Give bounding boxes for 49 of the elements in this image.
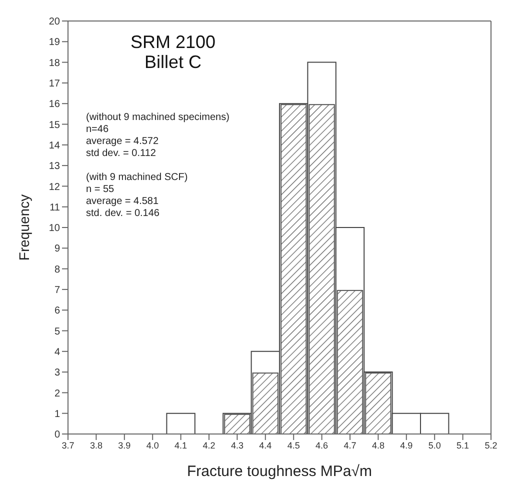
annotation: (without 9 machined specimens) [86, 112, 230, 124]
x-tick-label: 4.0 [146, 440, 159, 450]
y-tick-label: 15 [48, 120, 60, 131]
y-tick-label: 0 [54, 430, 60, 441]
x-tick-label: 4.4 [259, 440, 272, 450]
annotation: n = 55 [86, 184, 116, 196]
x-tick-label: 4.6 [316, 440, 328, 450]
y-tick-label: 14 [48, 140, 60, 152]
y-tick-label: 4 [54, 346, 60, 358]
y-tick-label: 5 [54, 326, 60, 338]
x-tick-label: 4.5 [287, 440, 300, 450]
y-tick-label: 8 [54, 264, 60, 276]
text: Billet C [143, 52, 202, 72]
y-tick-label: 16 [48, 99, 60, 110]
annotation: (with 9 machined SCF) [86, 172, 189, 184]
x-tick-label: 3.7 [62, 440, 74, 450]
x-tick-label: 4.1 [174, 440, 188, 450]
y-tick-label: 18 [48, 58, 60, 69]
x-tick-label: 4.2 [202, 440, 216, 450]
y-tick-label: 20 [48, 16, 60, 28]
y-tick-label: 6 [54, 306, 60, 317]
text: SRM 2100 [129, 32, 217, 52]
y-tick-label: 11 [50, 202, 60, 214]
y-tick-label: 12 [48, 182, 60, 193]
x-tick-label: 5.2 [484, 440, 498, 450]
y-tick-label: 9 [54, 244, 60, 255]
annotation: std dev. = 0.112 [86, 148, 157, 160]
y-tick-label: 19 [48, 37, 60, 48]
y-tick-label: 13 [48, 161, 60, 172]
annotation: average = 4.581 [86, 196, 160, 208]
x-tick-label: 4.8 [372, 440, 384, 450]
annotation: n=46 [86, 124, 110, 136]
x-axis-title: Fracture toughness MPa√m [187, 463, 372, 480]
x-tick-label: 4.9 [400, 440, 413, 450]
y-tick-label: 10 [48, 223, 60, 234]
x-tick-label: 3.9 [118, 440, 131, 450]
annotation: std. dev. = 0.146 [86, 208, 160, 220]
y-tick-label: 7 [54, 285, 60, 296]
x-tick-label: 4.3 [230, 440, 244, 450]
y-axis-title: Frequency [16, 194, 32, 261]
y-tick-label: 1 [54, 408, 60, 420]
y-tick-label: 3 [54, 368, 60, 379]
x-tick-label: 3.8 [90, 440, 102, 450]
x-tick-label: 5.1 [456, 440, 470, 450]
y-tick-label: 2 [54, 388, 60, 400]
x-tick-label: 4.7 [344, 440, 356, 450]
y-tick-label: 17 [48, 78, 60, 90]
annotation: average = 4.572 [86, 136, 160, 148]
x-tick-label: 5.0 [428, 440, 441, 450]
